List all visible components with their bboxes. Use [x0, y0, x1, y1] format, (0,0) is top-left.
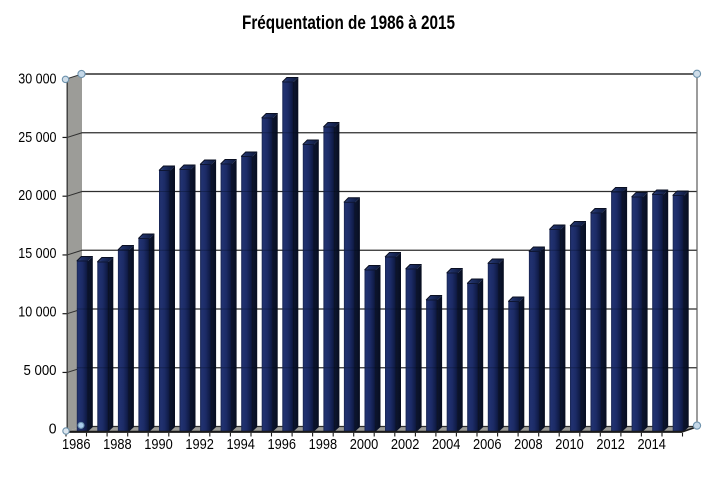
svg-text:2012: 2012	[596, 437, 625, 453]
svg-text:2002: 2002	[391, 437, 420, 453]
svg-text:1990: 1990	[144, 437, 173, 453]
svg-text:1986: 1986	[62, 437, 91, 453]
svg-text:1988: 1988	[103, 437, 132, 453]
svg-text:15 000: 15 000	[18, 246, 56, 262]
svg-text:2014: 2014	[637, 437, 666, 453]
svg-text:25 000: 25 000	[18, 130, 56, 146]
svg-text:10 000: 10 000	[18, 305, 56, 321]
svg-text:2010: 2010	[555, 437, 584, 453]
svg-text:5 000: 5 000	[24, 363, 57, 379]
svg-text:30 000: 30 000	[18, 72, 56, 88]
svg-text:Fréquentation de 1986 à 2015: Fréquentation de 1986 à 2015	[242, 12, 455, 34]
svg-text:1996: 1996	[268, 437, 297, 453]
svg-text:2008: 2008	[514, 437, 543, 453]
svg-text:2004: 2004	[432, 437, 461, 453]
svg-text:2006: 2006	[473, 437, 502, 453]
svg-text:20 000: 20 000	[18, 188, 56, 204]
svg-text:1992: 1992	[185, 437, 214, 453]
svg-text:1998: 1998	[309, 437, 338, 453]
svg-text:0: 0	[49, 422, 57, 438]
svg-text:2000: 2000	[350, 437, 379, 453]
svg-text:1994: 1994	[226, 437, 255, 453]
